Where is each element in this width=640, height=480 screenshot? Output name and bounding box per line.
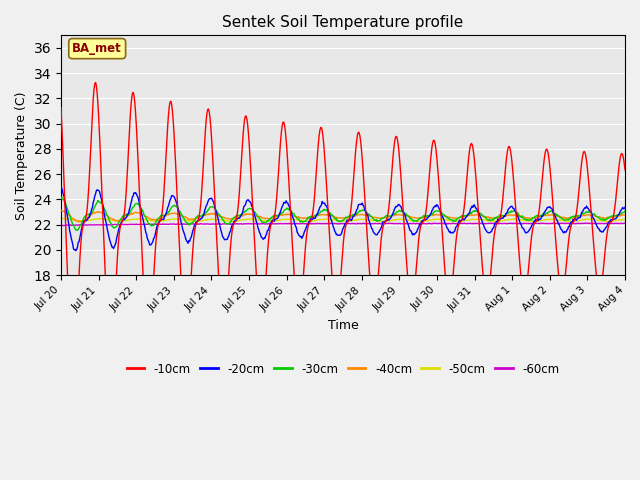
Legend: -10cm, -20cm, -30cm, -40cm, -50cm, -60cm: -10cm, -20cm, -30cm, -40cm, -50cm, -60cm xyxy=(122,358,564,380)
-20cm xyxy=(213,212,221,218)
Line: -20cm: -20cm xyxy=(61,187,625,251)
-40cm xyxy=(214,212,221,218)
Line: -50cm: -50cm xyxy=(61,218,625,222)
-10cm xyxy=(67,351,75,357)
-30cm xyxy=(127,208,134,214)
-10cm xyxy=(57,105,65,110)
-60cm xyxy=(60,223,67,228)
Line: -10cm: -10cm xyxy=(61,83,625,368)
-30cm xyxy=(58,194,66,200)
-40cm xyxy=(621,212,629,218)
-50cm xyxy=(57,216,65,221)
Text: BA_met: BA_met xyxy=(72,42,122,55)
-20cm xyxy=(413,229,420,235)
-40cm xyxy=(127,211,134,217)
-30cm xyxy=(74,228,81,233)
-50cm xyxy=(413,218,421,224)
-30cm xyxy=(214,210,221,216)
-10cm xyxy=(214,259,221,265)
-30cm xyxy=(57,196,65,202)
-10cm xyxy=(184,324,192,330)
-60cm xyxy=(57,223,65,228)
-50cm xyxy=(184,218,191,224)
Line: -40cm: -40cm xyxy=(61,211,625,222)
Line: -30cm: -30cm xyxy=(61,197,625,230)
-50cm xyxy=(213,216,221,222)
-10cm xyxy=(127,105,134,110)
-60cm xyxy=(184,221,191,227)
-50cm xyxy=(621,216,629,222)
-20cm xyxy=(72,248,80,253)
-40cm xyxy=(77,219,85,225)
-60cm xyxy=(126,222,134,228)
-20cm xyxy=(184,239,191,245)
-40cm xyxy=(58,208,66,214)
-20cm xyxy=(621,204,629,210)
-10cm xyxy=(92,80,99,85)
-20cm xyxy=(429,206,436,212)
Title: Sentek Soil Temperature profile: Sentek Soil Temperature profile xyxy=(222,15,463,30)
-40cm xyxy=(413,215,421,221)
-30cm xyxy=(184,220,192,226)
-60cm xyxy=(429,220,436,226)
-50cm xyxy=(126,217,134,223)
-60cm xyxy=(582,220,589,226)
-40cm xyxy=(68,216,76,221)
-50cm xyxy=(430,216,438,222)
-20cm xyxy=(67,235,75,241)
-50cm xyxy=(68,216,76,222)
-40cm xyxy=(430,213,438,218)
-30cm xyxy=(430,210,438,216)
-40cm xyxy=(184,216,192,221)
-10cm xyxy=(413,253,421,259)
X-axis label: Time: Time xyxy=(328,319,358,332)
-60cm xyxy=(68,222,76,228)
-10cm xyxy=(430,137,438,143)
-10cm xyxy=(621,167,629,173)
-20cm xyxy=(57,184,65,190)
Y-axis label: Soil Temperature (C): Soil Temperature (C) xyxy=(15,91,28,219)
-60cm xyxy=(213,221,221,227)
-20cm xyxy=(126,204,134,210)
-30cm xyxy=(621,208,629,214)
-50cm xyxy=(304,219,312,225)
-10cm xyxy=(70,365,77,371)
-30cm xyxy=(413,218,421,224)
-60cm xyxy=(621,220,629,226)
-60cm xyxy=(413,220,420,226)
-30cm xyxy=(68,219,76,225)
-50cm xyxy=(63,216,70,221)
Line: -60cm: -60cm xyxy=(61,223,625,226)
-40cm xyxy=(57,208,65,214)
